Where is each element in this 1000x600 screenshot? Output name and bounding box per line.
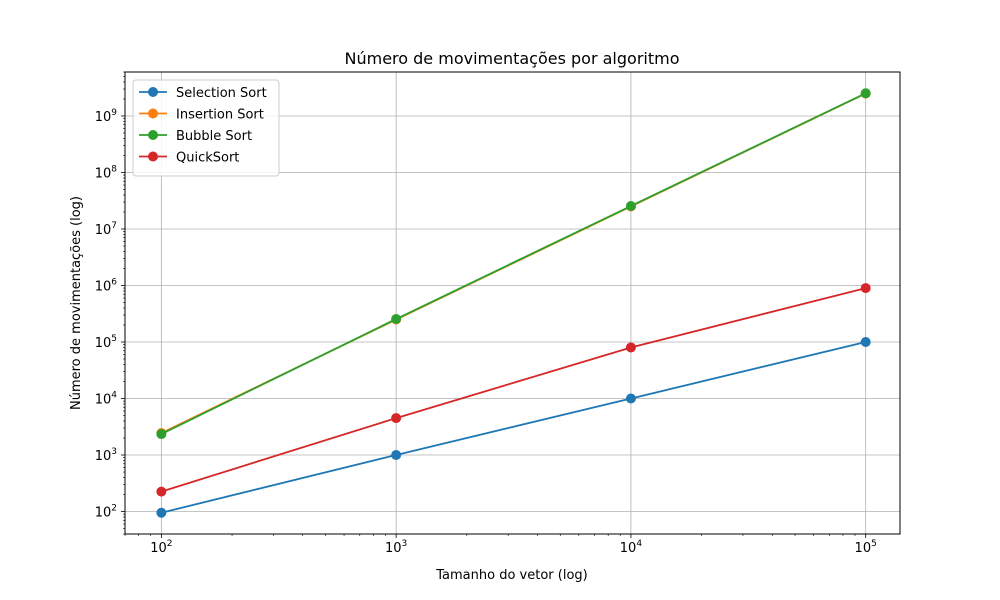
data-point [156,507,167,518]
legend-label: Bubble Sort [176,129,252,144]
data-point [156,429,167,440]
x-tick-label: 102 [150,539,172,556]
legend-label: Insertion Sort [176,108,264,123]
y-tick-label: 107 [95,221,117,238]
y-tick-exponent: 9 [111,108,117,118]
y-tick-exponent: 6 [111,277,117,287]
y-tick-base: 10 [95,166,112,181]
data-point [860,88,871,99]
y-tick-label: 108 [95,164,118,181]
series-quicksort [156,283,871,497]
chart-title: Número de movimentações por algoritmo [345,49,680,68]
data-point [860,283,871,294]
x-tick-base: 10 [855,541,872,556]
series-bubble-sort [156,88,871,440]
data-point [625,393,636,404]
legend-marker [148,151,158,162]
x-tick-label: 104 [620,539,643,556]
y-tick-exponent: 7 [111,221,117,231]
x-tick-exponent: 3 [402,539,408,549]
series-line [161,341,866,514]
x-axis-title: Tamanho do vetor (log) [435,568,587,583]
y-tick-label: 105 [95,334,117,351]
data-point [391,413,402,424]
y-tick-label: 109 [95,108,118,125]
y-tick-exponent: 3 [111,447,117,457]
legend-marker [148,130,158,140]
y-tick-label: 106 [95,277,118,294]
y-tick-base: 10 [95,393,112,408]
y-tick-label: 102 [95,504,117,521]
x-tick-base: 10 [150,541,167,556]
data-point [860,336,871,347]
y-tick-exponent: 4 [111,391,117,401]
y-tick-exponent: 8 [111,164,117,174]
y-tick-exponent: 5 [111,334,117,344]
data-point [391,314,402,325]
x-tick-base: 10 [385,541,402,556]
legend-label: QuickSort [176,151,239,166]
y-tick-base: 10 [95,449,112,464]
x-tick-label: 105 [855,539,877,556]
y-axis-title: Número de movimentações (log) [69,196,84,410]
x-tick-label: 103 [385,539,407,556]
legend-marker [148,108,158,119]
legend: Selection Sort Insertion Sort Bubble Sort Q… [132,79,280,177]
series-line [161,287,866,493]
x-tick-exponent: 5 [871,539,877,549]
legend-marker [148,87,158,97]
legend-box [132,79,280,177]
y-tick-label: 104 [95,391,118,408]
x-tick-exponent: 2 [167,539,173,549]
data-point [391,450,402,461]
data-point [156,486,167,497]
legend-label: Selection Sort [176,86,267,101]
y-tick-exponent: 2 [111,504,117,514]
data-point [625,342,636,353]
series-layer [156,88,871,518]
y-tick-base: 10 [95,279,112,294]
y-tick-base: 10 [95,336,112,351]
y-tick-label: 103 [95,447,117,464]
y-tick-base: 10 [95,110,112,125]
x-tick-exponent: 4 [636,539,642,549]
series-selection-sort [156,336,871,518]
x-axis: 102 103 104 105 [150,534,877,556]
data-point [625,201,636,212]
series-line [160,92,867,435]
plot-frame [124,71,901,535]
x-tick-base: 10 [620,541,637,556]
y-tick-base: 10 [95,223,112,238]
y-tick-base: 10 [95,506,112,521]
